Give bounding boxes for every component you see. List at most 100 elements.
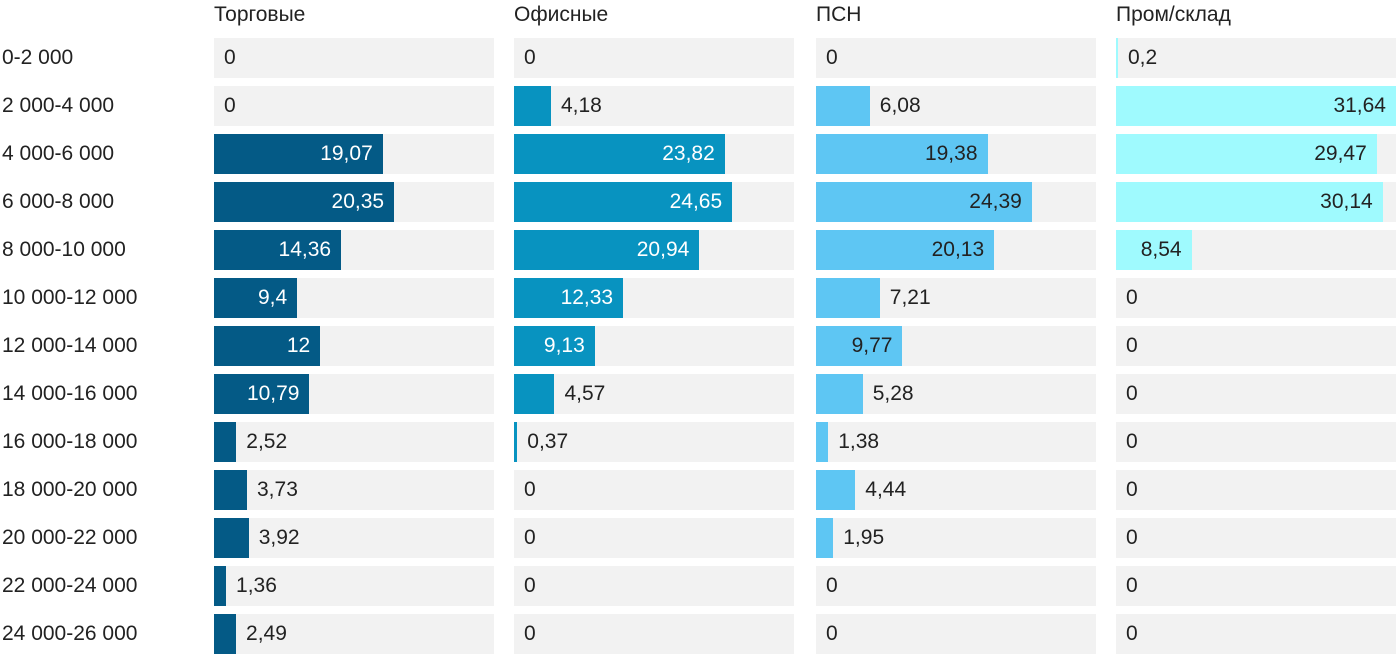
data-label: 0 [1126, 526, 1138, 549]
category-label: 18 000-20 000 [2, 478, 138, 501]
bar [214, 374, 310, 414]
bar [514, 326, 595, 366]
bar-track: 0 [514, 518, 794, 558]
category-label: 20 000-22 000 [2, 526, 138, 549]
bar [514, 86, 551, 126]
bar [816, 182, 1032, 222]
data-label: 0 [524, 574, 536, 597]
bar-track: 7,21 [816, 278, 1096, 318]
category-label: 6 000-8 000 [2, 190, 115, 213]
data-label: 19,07 [320, 142, 373, 165]
category-label: 14 000-16 000 [2, 382, 138, 405]
series-title: Офисные [514, 3, 609, 26]
data-label: 3,73 [257, 478, 298, 501]
series-title: ПСН [816, 3, 862, 26]
bar-track: 10,79 [214, 374, 494, 414]
bar [214, 614, 237, 654]
bar-track: 12 [214, 326, 494, 366]
data-label: 0 [1126, 430, 1138, 453]
series-title: Торговые [214, 3, 306, 26]
bar-track: 2,52 [214, 422, 494, 462]
bar [514, 278, 624, 318]
bar-track: 0 [1116, 374, 1396, 414]
data-label: 24,39 [969, 190, 1022, 213]
data-label: 19,38 [924, 142, 978, 165]
data-label: 0 [524, 478, 536, 501]
bar-track: 4,44 [816, 470, 1096, 510]
bar [214, 134, 383, 174]
bar-track: 9,77 [816, 326, 1096, 366]
data-label: 30,14 [1320, 190, 1373, 213]
bar-track: 31,64 [1116, 86, 1396, 126]
data-label: 20,94 [636, 238, 690, 261]
data-label: 0 [826, 46, 838, 69]
data-label: 1,38 [838, 430, 880, 453]
data-label: 14,36 [278, 238, 332, 261]
category-label: 4 000-6 000 [2, 142, 115, 165]
bar-track: 0 [214, 86, 494, 126]
bar [816, 134, 988, 174]
bar [1116, 134, 1377, 174]
bar [214, 470, 247, 510]
data-label: 4,57 [564, 382, 606, 405]
bar [816, 470, 856, 510]
bar-track: 0 [514, 614, 794, 654]
bar-track: 1,36 [214, 566, 494, 606]
data-label: 5,28 [872, 382, 914, 405]
bar-track: 6,08 [816, 86, 1096, 126]
bar [816, 422, 829, 462]
bar-track: 20,35 [214, 182, 494, 222]
bar-track: 30,14 [1116, 182, 1396, 222]
bar-track: 0 [214, 38, 494, 78]
data-label: 0 [1126, 286, 1138, 309]
bar [816, 518, 834, 558]
bar [514, 422, 518, 462]
category-label: 12 000-14 000 [2, 334, 138, 357]
series-title: Пром/склад [1116, 3, 1231, 26]
bar [514, 134, 725, 174]
data-label: 0 [1126, 334, 1138, 357]
category-label: 0-2 000 [2, 46, 74, 69]
bar [816, 374, 863, 414]
bar-track: 14,36 [214, 230, 494, 270]
data-label: 9,4 [257, 286, 288, 309]
bar-track: 9,13 [514, 326, 794, 366]
bar [214, 326, 321, 366]
bar-track: 29,47 [1116, 134, 1396, 174]
bar-track: 0 [816, 566, 1096, 606]
data-label: 0 [524, 46, 536, 69]
data-label: 8,54 [1140, 238, 1182, 261]
bar [514, 230, 700, 270]
data-label: 23,82 [662, 142, 715, 165]
data-label: 1,36 [236, 574, 277, 597]
data-label: 4,44 [865, 478, 907, 501]
data-label: 0 [826, 574, 838, 597]
data-label: 0,37 [527, 430, 569, 453]
data-label: 0 [524, 526, 536, 549]
bar-track: 0 [1116, 422, 1396, 462]
bar-track: 24,65 [514, 182, 794, 222]
bar [214, 182, 395, 222]
bar [1116, 38, 1118, 78]
data-label: 0 [1126, 382, 1138, 405]
bar-track: 0 [1116, 518, 1396, 558]
data-label: 0 [524, 622, 536, 645]
bar [1116, 230, 1192, 270]
bar-track: 3,92 [214, 518, 494, 558]
category-label: 8 000-10 000 [2, 238, 126, 261]
bar-track: 1,95 [816, 518, 1096, 558]
bar [214, 566, 227, 606]
bar-track: 12,33 [514, 278, 794, 318]
bar-track: 0 [514, 38, 794, 78]
bar-track: 19,38 [816, 134, 1096, 174]
category-label: 10 000-12 000 [2, 286, 138, 309]
bar-track: 19,07 [214, 134, 494, 174]
data-label: 29,47 [1314, 142, 1367, 165]
bar-track: 0 [816, 38, 1096, 78]
data-label: 1,95 [843, 526, 885, 549]
bar [816, 278, 880, 318]
bar-track: 0 [1116, 614, 1396, 654]
bar [514, 374, 555, 414]
bar-track: 4,18 [514, 86, 794, 126]
